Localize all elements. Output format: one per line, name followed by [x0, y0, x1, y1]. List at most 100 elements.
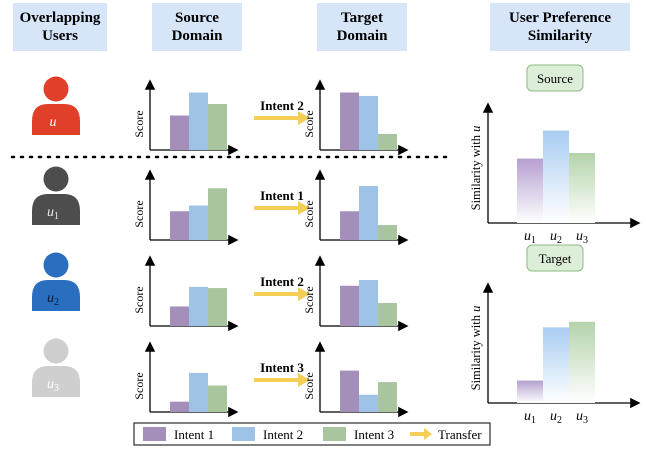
domain-tag	[526, 64, 584, 92]
y-axis-label: Score	[132, 372, 146, 399]
arrow-head	[298, 373, 310, 387]
avatar-body	[32, 104, 80, 135]
bar-intent-3	[378, 382, 397, 412]
y-axis-label: Similarity with u	[469, 306, 483, 391]
user-avatar-u2: u2	[32, 252, 80, 311]
user-avatar-u: u	[32, 76, 80, 135]
category-label: u1	[524, 409, 536, 426]
header-target-domain: Target Domain	[317, 3, 407, 51]
arrow-shaft	[254, 292, 300, 296]
bar-intent-2	[189, 286, 208, 326]
y-axis-label: Score	[302, 110, 316, 137]
bar-intent-2	[359, 394, 378, 412]
bar-intent-1	[170, 401, 189, 412]
bar-intent-2	[359, 95, 378, 150]
user-avatar-u3: u3	[32, 338, 80, 397]
avatar-head	[43, 338, 69, 364]
similarity-bar-u2	[543, 130, 569, 223]
intent-label: Intent 3	[260, 360, 304, 375]
target-chart-u1: Score	[302, 169, 409, 246]
similarity-bar-u1	[517, 158, 543, 223]
domain-tag	[526, 244, 584, 272]
target-chart-u: Score	[302, 79, 409, 156]
category-label: u3	[576, 229, 588, 246]
bar-intent-3	[378, 225, 397, 240]
avatar-head	[43, 76, 69, 102]
bar-intent-1	[340, 211, 359, 240]
similarity-chart-source: Source Similarity with u u1 u2 u3	[469, 64, 641, 246]
bar-intent-3	[208, 385, 227, 412]
user-label: u3	[47, 377, 59, 394]
arrow-shaft	[254, 116, 300, 120]
avatar-body	[32, 366, 80, 397]
domain-tag-label: Source	[537, 71, 573, 86]
bar-intent-2	[189, 205, 208, 240]
y-axis-label: Score	[132, 200, 146, 227]
transfer-arrow: Intent 2	[254, 274, 310, 301]
bar-intent-3	[378, 303, 397, 326]
transfer-arrow: Intent 2	[254, 98, 310, 125]
bar-intent-2	[189, 92, 208, 150]
intent-label: Intent 2	[260, 274, 304, 289]
source-chart-u3: Score	[132, 341, 239, 418]
similarity-bar-u3	[569, 153, 595, 223]
bar-intent-3	[208, 104, 227, 150]
intent-label: Intent 2	[260, 98, 304, 113]
bar-intent-2	[189, 372, 208, 412]
legend-swatch-intent-1	[143, 427, 166, 441]
legend-label-intent-1: Intent 1	[174, 427, 214, 442]
similarity-chart-target: Target Similarity with u u1 u2 u3	[469, 244, 641, 426]
category-label: u2	[550, 229, 562, 246]
domain-tag-label: Target	[539, 251, 572, 266]
transfer-arrow: Intent 3	[254, 360, 310, 387]
avatar-body	[32, 280, 80, 311]
y-axis-label: Score	[132, 110, 146, 137]
similarity-bar-u2	[543, 327, 569, 403]
transfer-arrow: Intent 1	[254, 188, 310, 215]
arrow-shaft	[254, 206, 300, 210]
source-chart-u1: Score	[132, 169, 239, 246]
legend: Intent 1 Intent 2 Intent 3 Transfer	[133, 422, 491, 446]
bar-intent-1	[170, 115, 189, 150]
bar-intent-1	[340, 92, 359, 150]
bar-intent-3	[208, 188, 227, 240]
legend-label-transfer: Transfer	[438, 427, 482, 442]
bar-intent-1	[340, 285, 359, 326]
legend-label-intent-2: Intent 2	[263, 427, 303, 442]
category-label: u2	[550, 409, 562, 426]
source-chart-u: Score	[132, 79, 239, 156]
intent-label: Intent 1	[260, 188, 304, 203]
header-user-preference-similarity: User Preference Similarity	[490, 3, 630, 51]
user-label: u2	[47, 291, 59, 308]
legend-label-intent-3: Intent 3	[354, 427, 394, 442]
avatar-head	[43, 166, 69, 192]
target-chart-u2: Score	[302, 255, 409, 332]
arrow-shaft	[254, 378, 300, 382]
bar-intent-1	[340, 370, 359, 412]
category-label: u3	[576, 409, 588, 426]
user-label: u1	[47, 205, 59, 222]
bar-intent-2	[359, 185, 378, 240]
legend-arrow-head	[424, 428, 432, 440]
avatar-body	[32, 194, 80, 225]
source-chart-u2: Score	[132, 255, 239, 332]
bar-intent-1	[170, 306, 189, 326]
target-chart-u3: Score	[302, 341, 409, 418]
user-label: u	[50, 115, 57, 130]
bar-intent-1	[170, 211, 189, 240]
y-axis-label: Similarity with u	[469, 126, 483, 211]
y-axis-label: Score	[302, 286, 316, 313]
legend-arrow-shaft	[410, 432, 426, 436]
header-overlapping-users: Overlapping Users	[13, 3, 107, 51]
user-avatar-u1: u1	[32, 166, 80, 225]
legend-swatch-intent-2	[232, 427, 255, 441]
arrow-head	[298, 201, 310, 215]
bar-intent-3	[378, 133, 397, 150]
header-source-domain: Source Domain	[152, 3, 242, 51]
y-axis-label: Score	[302, 372, 316, 399]
arrow-head	[298, 111, 310, 125]
y-axis-label: Score	[132, 286, 146, 313]
bar-intent-2	[359, 280, 378, 326]
arrow-head	[298, 287, 310, 301]
